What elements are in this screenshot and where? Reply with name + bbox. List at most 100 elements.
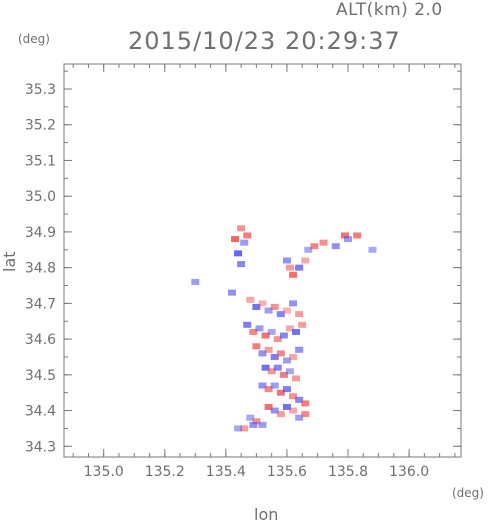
y-tick-label: 35.0 xyxy=(25,189,56,205)
radar-cell xyxy=(270,303,279,310)
radar-cell xyxy=(344,236,353,243)
radar-cell xyxy=(264,307,273,314)
radar-cell xyxy=(264,403,273,410)
y-tick-label: 35.3 xyxy=(25,82,56,98)
radar-cell xyxy=(267,368,276,375)
radar-cell xyxy=(301,400,310,407)
radar-cell xyxy=(276,411,285,418)
x-tick-label: 136.0 xyxy=(389,464,429,480)
y-tick-label: 34.6 xyxy=(25,332,56,348)
y-unit-label: (deg) xyxy=(18,32,50,46)
radar-cell xyxy=(252,418,261,425)
radar-cell xyxy=(243,321,252,328)
radar-cell xyxy=(234,425,243,432)
x-tick-label: 135.8 xyxy=(328,464,368,480)
y-tick-label: 34.3 xyxy=(25,439,56,455)
radar-cell xyxy=(258,421,267,428)
radar-cell xyxy=(264,346,273,353)
radar-cell xyxy=(252,303,261,310)
radar-cell xyxy=(279,371,288,378)
radar-cell xyxy=(289,353,298,360)
radar-cell xyxy=(261,364,270,371)
y-tick-label: 35.1 xyxy=(25,153,56,169)
radar-cell xyxy=(270,353,279,360)
radar-cell xyxy=(279,332,288,339)
y-tick-label: 34.9 xyxy=(25,225,56,241)
radar-cell xyxy=(331,243,340,250)
y-tick-label: 34.5 xyxy=(25,368,56,384)
radar-cell xyxy=(340,232,349,239)
radar-cell xyxy=(282,403,291,410)
radar-cell xyxy=(289,271,298,278)
radar-cell xyxy=(301,411,310,418)
plot-frame xyxy=(63,63,462,458)
radar-cell xyxy=(270,382,279,389)
radar-cell xyxy=(304,246,313,253)
radar-cell xyxy=(191,278,200,285)
radar-cell xyxy=(270,407,279,414)
y-tick-label: 34.8 xyxy=(25,261,56,277)
radar-cell xyxy=(298,321,307,328)
radar-cell xyxy=(285,368,294,375)
y-tick-label: 34.7 xyxy=(25,296,56,312)
radar-cell xyxy=(276,311,285,318)
radar-cell xyxy=(282,307,291,314)
radar-cell xyxy=(249,328,258,335)
tick-marks xyxy=(64,64,461,457)
y-tick-label: 34.4 xyxy=(25,404,56,420)
radar-cell xyxy=(301,257,310,264)
radar-cell xyxy=(249,421,258,428)
radar-cell xyxy=(289,407,298,414)
radar-cell xyxy=(319,239,328,246)
radar-cell xyxy=(276,389,285,396)
x-axis-label: lon xyxy=(254,505,279,524)
radar-cell xyxy=(276,350,285,357)
radar-cell xyxy=(261,332,270,339)
altitude-label: ALT(km) 2.0 xyxy=(336,0,443,20)
radar-cell xyxy=(295,414,304,421)
radar-cell xyxy=(264,386,273,393)
radar-cell xyxy=(243,232,252,239)
radar-cell xyxy=(295,396,304,403)
radar-cell xyxy=(246,414,255,421)
radar-cell xyxy=(234,250,243,257)
radar-cell xyxy=(258,382,267,389)
radar-cell xyxy=(231,236,240,243)
radar-cells xyxy=(191,225,377,432)
radar-cell xyxy=(310,243,319,250)
radar-cell xyxy=(240,425,249,432)
radar-cell xyxy=(295,311,304,318)
radar-cell xyxy=(292,375,301,382)
radar-cell xyxy=(353,232,362,239)
radar-cell xyxy=(255,325,264,332)
tick-labels: 135.0 135.2 135.4 135.6 135.8 136.0 34.3 34.4 34… xyxy=(25,82,429,480)
radar-cell xyxy=(292,328,301,335)
radar-cell xyxy=(368,246,377,253)
radar-cell xyxy=(246,296,255,303)
radar-cell xyxy=(258,300,267,307)
radar-cell xyxy=(237,225,246,232)
x-tick-label: 135.4 xyxy=(206,464,246,480)
radar-cell xyxy=(267,328,276,335)
radar-cell xyxy=(295,264,304,271)
radar-cell xyxy=(282,357,291,364)
radar-cell xyxy=(282,386,291,393)
radar-cell xyxy=(289,300,298,307)
radar-cell xyxy=(285,264,294,271)
y-tick-label: 35.2 xyxy=(25,118,56,134)
radar-cell xyxy=(252,343,261,350)
radar-cell xyxy=(227,289,236,296)
radar-cell xyxy=(273,364,282,371)
timestamp-title: 2015/10/23 20:29:37 xyxy=(128,27,401,55)
radar-cell xyxy=(237,261,246,268)
radar-cell xyxy=(240,239,249,246)
radar-cell xyxy=(258,350,267,357)
x-tick-label: 135.6 xyxy=(267,464,307,480)
radar-cell xyxy=(282,257,291,264)
x-tick-label: 135.0 xyxy=(84,464,124,480)
x-unit-label: (deg) xyxy=(452,486,484,500)
x-tick-label: 135.2 xyxy=(145,464,185,480)
radar-cell xyxy=(295,346,304,353)
radar-cell xyxy=(273,336,282,343)
